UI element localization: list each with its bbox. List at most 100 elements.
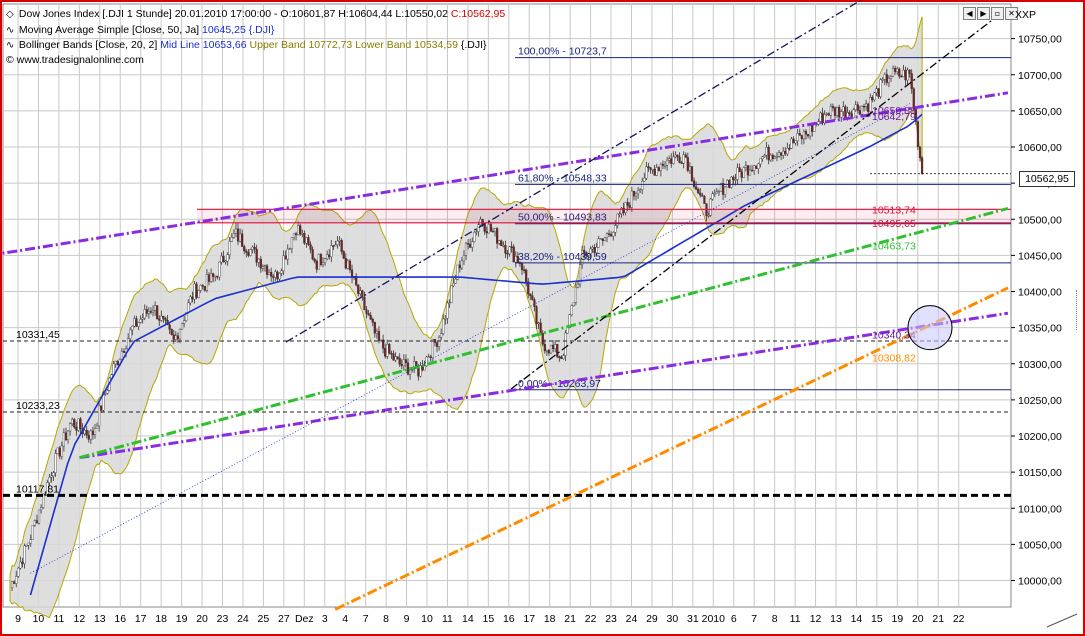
candle: [780, 152, 783, 156]
fib-label: 100,00% - 10723,7: [518, 46, 607, 58]
candle: [31, 525, 34, 540]
x-tick-label: 8: [383, 613, 389, 625]
candle: [541, 333, 544, 345]
candle: [730, 176, 733, 188]
candle: [398, 358, 401, 365]
candle: [775, 155, 779, 158]
purple-lower-trendline: [79, 311, 1009, 460]
candle: [230, 237, 233, 242]
candle: [309, 244, 312, 250]
x-tick-label: 13: [94, 613, 106, 625]
candle: [593, 247, 596, 254]
source-text: © www.tradesignalonline.com: [6, 54, 144, 66]
orange-trendline: [334, 286, 1009, 611]
close-icon[interactable]: ✕: [1005, 7, 1018, 20]
resize-grip-icon[interactable]: [1043, 610, 1081, 630]
candle: [280, 270, 283, 274]
scroll-left-icon[interactable]: ◀: [963, 7, 976, 20]
y-tick-label: 10250,00: [1018, 395, 1062, 407]
candle: [771, 154, 774, 159]
candle: [717, 191, 721, 193]
candle: [361, 290, 364, 298]
candle: [464, 243, 468, 256]
candle: [591, 247, 594, 250]
candle: [299, 225, 302, 235]
candle: [249, 249, 252, 256]
candle: [69, 423, 72, 432]
candle: [624, 202, 627, 213]
x-tick-label: 17: [135, 613, 147, 625]
candle: [98, 405, 101, 427]
restore-icon[interactable]: ▫: [991, 7, 1004, 20]
candle: [881, 79, 884, 81]
candle: [796, 133, 799, 141]
x-tick-label: 10: [33, 613, 45, 625]
candle: [676, 154, 679, 158]
candle: [858, 110, 861, 115]
candle: [873, 92, 876, 101]
candle: [456, 264, 459, 280]
y-tick-label: 10700,00: [1018, 70, 1062, 82]
candle: [829, 106, 832, 116]
candle: [914, 109, 917, 122]
candle: [423, 365, 426, 371]
candle: [180, 323, 184, 330]
candle: [840, 111, 843, 118]
candle: [498, 240, 501, 244]
source-legend: © www.tradesignalonline.com: [6, 54, 144, 67]
candle: [371, 318, 374, 323]
candle: [848, 112, 851, 115]
x-tick-label: 30: [667, 613, 679, 625]
candle: [500, 240, 503, 247]
candle: [122, 351, 126, 353]
y-tick-label: 10600,00: [1018, 142, 1062, 154]
candle: [647, 166, 650, 168]
candle: [568, 314, 571, 328]
candle: [554, 344, 557, 349]
axis-scroll-handle[interactable]: [1076, 290, 1081, 330]
candle: [514, 256, 517, 263]
candle: [272, 276, 275, 278]
candle: [288, 248, 291, 250]
candle: [645, 166, 648, 179]
candle: [245, 250, 248, 253]
candle: [622, 207, 625, 213]
candle: [792, 138, 795, 144]
candle: [632, 190, 636, 197]
candle: [263, 265, 267, 268]
candle: [809, 125, 812, 137]
candle: [750, 169, 754, 172]
candle: [286, 248, 289, 260]
candle: [37, 509, 41, 524]
candle: [375, 331, 379, 334]
candle: [493, 228, 497, 232]
candle: [467, 243, 470, 245]
candle: [338, 240, 341, 242]
candle: [66, 430, 70, 441]
candle: [365, 309, 368, 314]
candle: [402, 359, 405, 366]
candle: [104, 393, 107, 395]
x-tick-label: 12: [74, 613, 86, 625]
candle: [290, 237, 294, 249]
candle: [618, 213, 621, 215]
candle: [313, 258, 316, 262]
candle: [114, 360, 117, 365]
x-tick-label: 27: [278, 613, 290, 625]
candle: [135, 318, 138, 327]
candle: [170, 329, 173, 335]
scroll-right-icon[interactable]: ▶: [977, 7, 990, 20]
x-tick-label: 29: [646, 613, 658, 625]
candle: [657, 167, 660, 172]
candle: [916, 121, 920, 148]
candle: [442, 318, 445, 335]
candle: [377, 331, 381, 342]
candle: [736, 167, 739, 180]
candle: [79, 418, 82, 430]
current-price-badge: 10562,95: [1019, 171, 1075, 187]
x-tick-label: 11: [790, 613, 801, 625]
candle: [912, 88, 915, 110]
candle: [201, 285, 204, 287]
candle: [446, 302, 449, 319]
